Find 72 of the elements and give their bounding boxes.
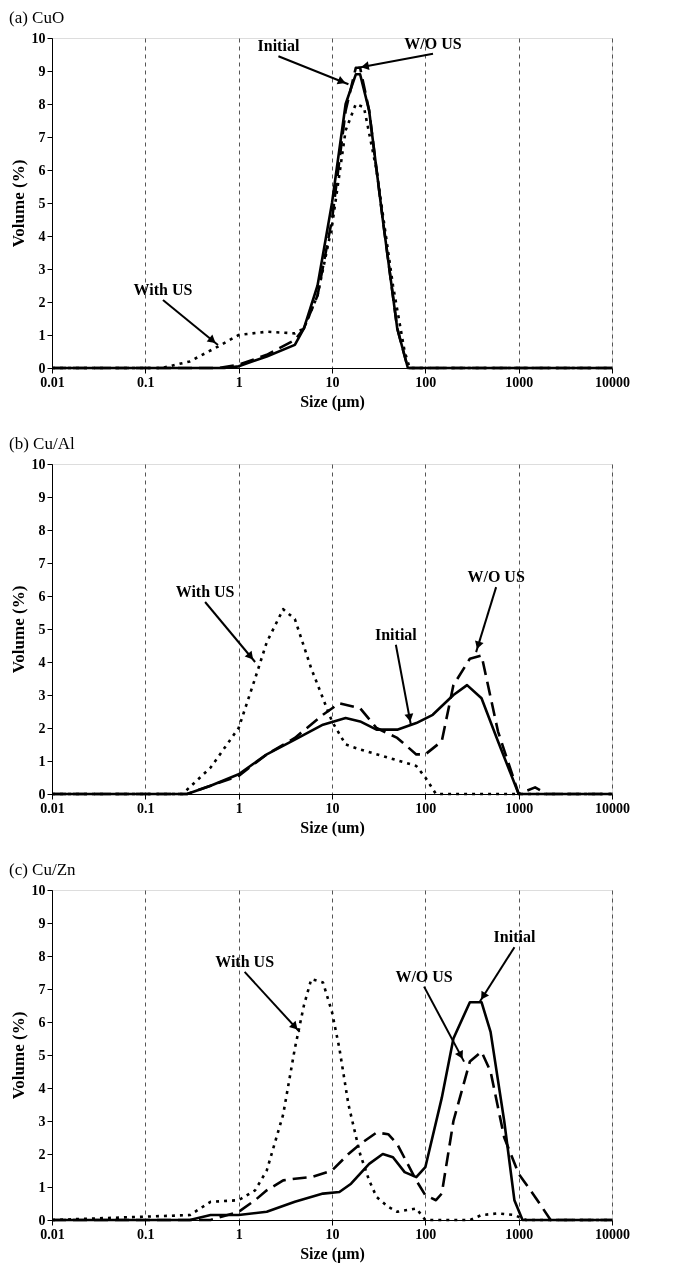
x-tick-label: 0.01	[40, 1226, 65, 1242]
annotation: Initial	[493, 928, 536, 946]
y-tick-label: 10	[31, 456, 46, 472]
chart-title: (a) CuO	[9, 8, 65, 27]
y-tick-label: 1	[38, 327, 46, 343]
x-tick-label: 1	[235, 374, 243, 390]
x-tick-label: 10	[325, 800, 340, 816]
y-tick-label: 8	[38, 96, 46, 112]
y-axis-title: Volume (%)	[8, 585, 28, 674]
x-axis-title: Size (um)	[300, 818, 365, 837]
y-tick-label: 4	[38, 228, 46, 244]
y-tick-label: 2	[38, 294, 46, 310]
y-tick-label: 0	[38, 360, 46, 376]
y-tick-label: 1	[38, 753, 46, 769]
y-axis-title: Volume (%)	[8, 159, 28, 248]
y-tick-label: 3	[38, 687, 46, 703]
y-tick-label: 10	[31, 882, 46, 898]
x-tick-label: 10000	[595, 374, 630, 390]
x-tick-label: 0.1	[137, 800, 155, 816]
x-tick-label: 100	[415, 374, 437, 390]
y-tick-label: 4	[38, 1080, 46, 1096]
y-tick-label: 10	[31, 30, 46, 46]
y-tick-label: 9	[38, 915, 46, 931]
annotation: With US	[133, 280, 193, 298]
y-tick-label: 7	[38, 129, 46, 145]
x-tick-label: 0.01	[40, 374, 65, 390]
y-tick-label: 1	[38, 1179, 46, 1195]
y-tick-label: 6	[38, 1014, 46, 1030]
x-tick-label: 100	[415, 1226, 437, 1242]
x-tick-label: 0.1	[137, 1226, 155, 1242]
y-tick-label: 9	[38, 489, 46, 505]
y-tick-label: 3	[38, 261, 46, 277]
y-tick-label: 5	[38, 1047, 46, 1063]
y-tick-label: 7	[38, 555, 46, 571]
annotation: W/O US	[395, 967, 453, 985]
x-axis-title: Size (µm)	[300, 392, 365, 411]
x-tick-label: 1000	[505, 374, 534, 390]
annotation: With US	[175, 583, 235, 600]
y-tick-label: 3	[38, 1113, 46, 1129]
y-tick-label: 5	[38, 621, 46, 637]
annotation: W/O US	[467, 568, 525, 586]
x-tick-label: 10	[325, 1226, 340, 1242]
x-tick-label: 0.01	[40, 800, 65, 816]
y-tick-label: 6	[38, 162, 46, 178]
y-tick-label: 9	[38, 63, 46, 79]
y-tick-label: 6	[38, 588, 46, 604]
x-tick-label: 0.1	[137, 374, 155, 390]
x-axis-title: Size (µm)	[300, 1244, 365, 1263]
y-tick-label: 4	[38, 654, 46, 670]
annotation: Initial	[374, 625, 418, 643]
y-axis-title: Volume (%)	[8, 1011, 28, 1100]
annotation: W/O US	[404, 34, 462, 52]
x-tick-label: 1	[235, 800, 243, 816]
y-tick-label: 7	[38, 981, 46, 997]
annotation: With US	[215, 952, 275, 970]
x-tick-label: 1000	[505, 1226, 534, 1242]
y-tick-label: 0	[38, 786, 46, 802]
y-tick-label: 0	[38, 1212, 46, 1228]
x-tick-label: 1	[235, 1226, 243, 1242]
x-tick-label: 10000	[595, 800, 630, 816]
x-tick-label: 10000	[595, 1226, 630, 1242]
chart-title: (c) Cu/Zn	[9, 860, 77, 879]
chart-title: (b) Cu/Al	[9, 434, 75, 453]
y-tick-label: 5	[38, 195, 46, 211]
y-tick-label: 8	[38, 522, 46, 538]
x-tick-label: 10	[325, 374, 340, 390]
annotation: Initial	[257, 37, 300, 55]
y-tick-label: 2	[38, 1146, 46, 1162]
y-tick-label: 8	[38, 948, 46, 964]
x-tick-label: 100	[415, 800, 437, 816]
y-tick-label: 2	[38, 720, 46, 736]
x-tick-label: 1000	[505, 800, 534, 816]
